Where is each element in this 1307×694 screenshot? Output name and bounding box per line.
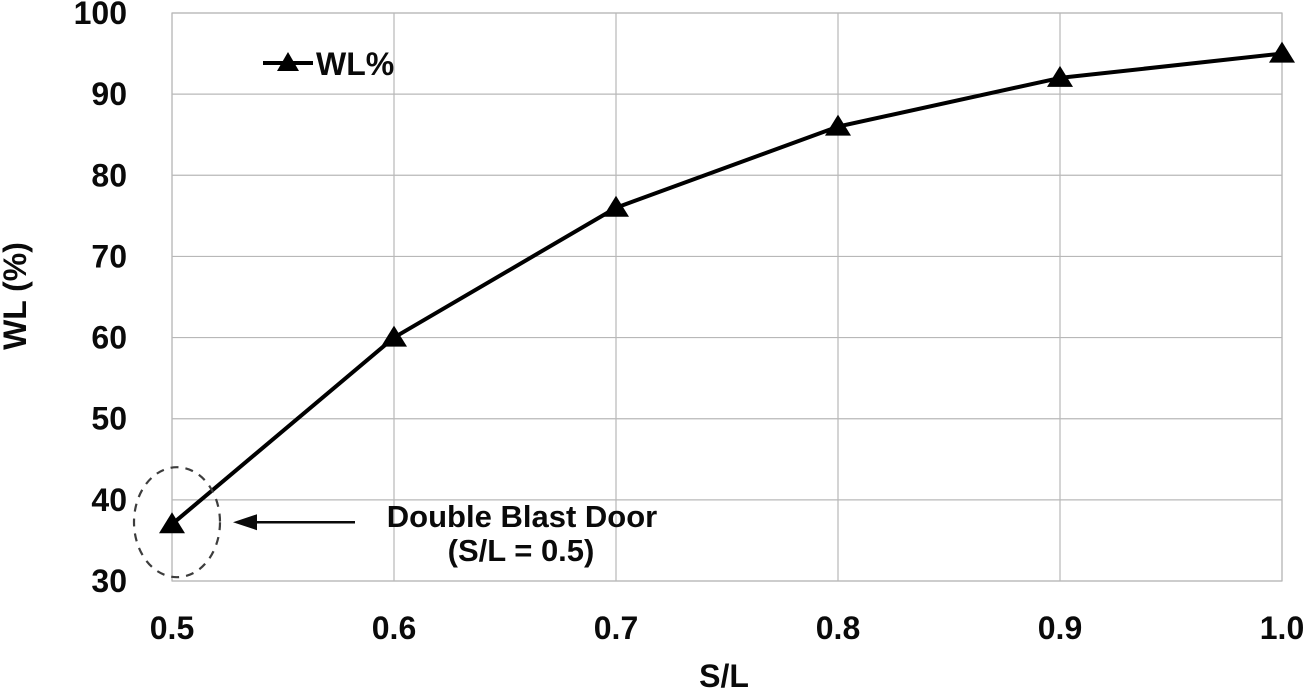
series-line [170, 51, 1283, 526]
y-tick-label: 100 [74, 0, 127, 31]
legend-triangle-icon [277, 52, 299, 71]
data-point-triangle-marker [1269, 41, 1295, 63]
legend-label: WL% [316, 46, 394, 82]
gridlines [171, 12, 1283, 582]
annotation: Double Blast Door (S/L = 0.5) [132, 466, 657, 579]
annotation-arrowhead-icon [233, 514, 257, 531]
annotation-ellipse [132, 466, 222, 579]
data-point-triangle-marker [825, 114, 851, 136]
x-tick-label: 0.6 [372, 610, 416, 646]
y-tick-label: 60 [91, 320, 127, 356]
y-tick-label: 40 [91, 482, 127, 518]
x-axis-tick-labels: 0.5 0.6 0.7 0.8 0.9 1.0 [150, 610, 1304, 646]
data-point-triangle-marker [159, 512, 185, 534]
plot-border [171, 12, 1283, 582]
x-tick-label: 0.5 [150, 610, 194, 646]
annotation-line1: Double Blast Door [387, 499, 657, 534]
series-markers [159, 41, 1295, 534]
y-tick-label: 80 [91, 157, 127, 193]
x-tick-label: 0.9 [1038, 610, 1082, 646]
x-tick-label: 0.7 [594, 610, 638, 646]
y-tick-label: 70 [91, 238, 127, 274]
data-point-triangle-marker [381, 325, 407, 347]
annotation-line2: (S/L = 0.5) [448, 533, 595, 568]
y-axis-tick-labels: 30 40 50 60 70 80 90 100 [74, 0, 127, 599]
data-point-triangle-marker [603, 195, 629, 217]
y-axis-title: WL (%) [0, 242, 33, 350]
data-point-triangle-marker [1047, 65, 1073, 87]
legend: WL% [263, 46, 394, 82]
y-tick-label: 50 [91, 401, 127, 437]
y-tick-label: 30 [91, 563, 127, 599]
x-tick-label: 0.8 [816, 610, 860, 646]
x-axis-title: S/L [699, 658, 749, 694]
x-tick-label: 1.0 [1260, 610, 1304, 646]
y-tick-label: 90 [91, 76, 127, 112]
